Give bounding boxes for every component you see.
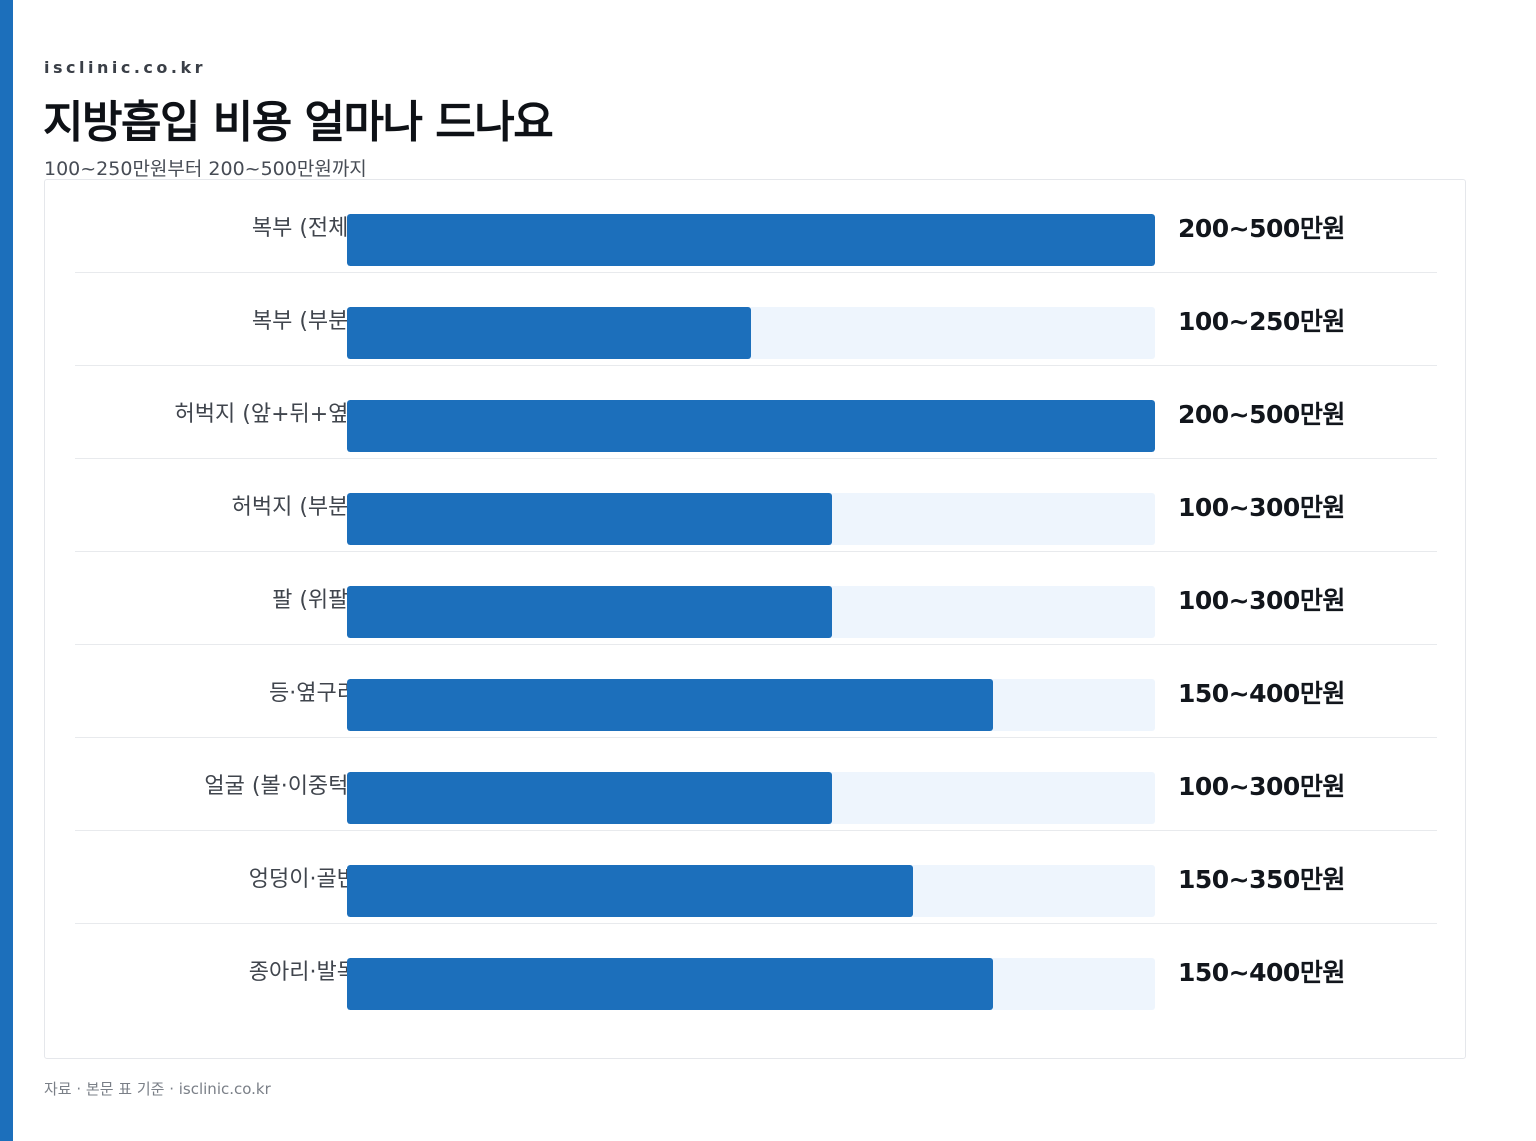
source-note: 자료 · 본문 표 기준 · isclinic.co.kr bbox=[44, 1080, 271, 1098]
row-divider bbox=[75, 272, 1437, 273]
data-label: 100~300만원 bbox=[1178, 586, 1345, 615]
chart-row: 복부 (부분) 100~250만원 bbox=[75, 273, 1437, 366]
data-label: 100~300만원 bbox=[1178, 772, 1345, 801]
bar-track bbox=[347, 400, 1155, 452]
chart-row: 얼굴 (볼·이중턱) 100~300만원 bbox=[75, 738, 1437, 831]
bar bbox=[347, 307, 751, 359]
category-label: 등·옆구리 bbox=[269, 681, 357, 706]
chart-card: 복부 (전체) 200~500만원 복부 (부분) 100~250만원 허벅지 (앞+뒤… bbox=[44, 179, 1466, 1059]
category-label: 팔 (위팔) bbox=[272, 588, 357, 613]
bar-track bbox=[347, 772, 1155, 824]
bar-track bbox=[347, 679, 1155, 731]
row-divider bbox=[75, 737, 1437, 738]
data-label: 150~400만원 bbox=[1178, 679, 1345, 708]
bar bbox=[347, 865, 913, 917]
row-divider bbox=[75, 458, 1437, 459]
category-label: 허벅지 (앞+뒤+옆) bbox=[174, 402, 357, 427]
data-label: 100~300만원 bbox=[1178, 493, 1345, 522]
category-label: 얼굴 (볼·이중턱) bbox=[204, 774, 357, 799]
bar-track bbox=[347, 307, 1155, 359]
bar bbox=[347, 493, 832, 545]
bar-track bbox=[347, 493, 1155, 545]
chart-row: 허벅지 (앞+뒤+옆) 200~500만원 bbox=[75, 366, 1437, 459]
bar-track bbox=[347, 214, 1155, 266]
data-label: 100~250만원 bbox=[1178, 307, 1345, 336]
bar bbox=[347, 679, 993, 731]
bar bbox=[347, 586, 832, 638]
bar-track bbox=[347, 958, 1155, 1010]
chart-row: 엉덩이·골반 150~350만원 bbox=[75, 831, 1437, 924]
data-label: 150~400만원 bbox=[1178, 958, 1345, 987]
chart-row: 허벅지 (부분) 100~300만원 bbox=[75, 459, 1437, 552]
data-label: 150~350만원 bbox=[1178, 865, 1345, 894]
row-divider bbox=[75, 551, 1437, 552]
page-subtitle: 100~250만원부터 200~500만원까지 bbox=[44, 158, 367, 180]
left-accent-bar bbox=[0, 0, 13, 1141]
page-title: 지방흡입 비용 얼마나 드나요 bbox=[43, 97, 554, 148]
data-label: 200~500만원 bbox=[1178, 214, 1345, 243]
chart-row: 등·옆구리 150~400만원 bbox=[75, 645, 1437, 738]
data-label: 200~500만원 bbox=[1178, 400, 1345, 429]
category-label: 엉덩이·골반 bbox=[248, 867, 357, 892]
category-label: 복부 (전체) bbox=[251, 216, 357, 241]
row-divider bbox=[75, 365, 1437, 366]
bar bbox=[347, 772, 832, 824]
bar bbox=[347, 958, 993, 1010]
category-label: 허벅지 (부분) bbox=[231, 495, 357, 520]
site-name: isclinic.co.kr bbox=[44, 58, 206, 77]
chart-row: 복부 (전체) 200~500만원 bbox=[75, 180, 1437, 273]
bar-track bbox=[347, 586, 1155, 638]
category-label: 복부 (부분) bbox=[251, 309, 357, 334]
bar-track bbox=[347, 865, 1155, 917]
chart-row: 종아리·발목 150~400만원 bbox=[75, 924, 1437, 1017]
chart-row: 팔 (위팔) 100~300만원 bbox=[75, 552, 1437, 645]
row-divider bbox=[75, 644, 1437, 645]
bar bbox=[347, 400, 1155, 452]
row-divider bbox=[75, 830, 1437, 831]
row-divider bbox=[75, 923, 1437, 924]
category-label: 종아리·발목 bbox=[248, 960, 357, 985]
bar bbox=[347, 214, 1155, 266]
